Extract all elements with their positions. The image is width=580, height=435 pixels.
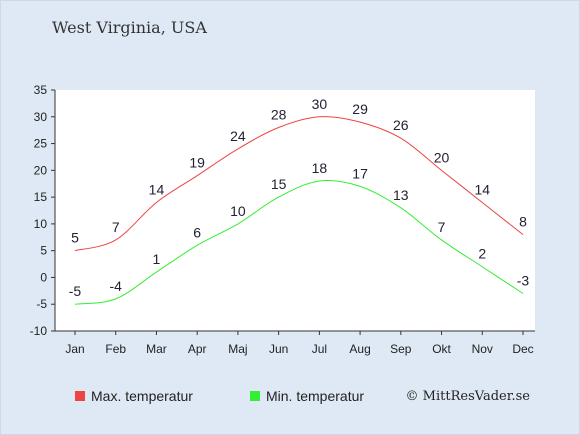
y-tick-label: 25 (34, 137, 48, 151)
y-tick-label: -5 (36, 297, 47, 311)
x-tick-label: Jun (269, 342, 288, 356)
min-data-label: 17 (352, 165, 368, 181)
min-data-label: 6 (193, 224, 201, 240)
min-data-label: 2 (478, 246, 486, 262)
max-data-label: 14 (474, 181, 490, 197)
min-data-label: 13 (393, 187, 409, 203)
min-data-label: 1 (153, 251, 161, 267)
legend-swatch-min (250, 391, 260, 401)
max-data-label: 29 (352, 101, 368, 117)
y-tick-label: 10 (34, 217, 48, 231)
y-tick-label: 30 (34, 110, 48, 124)
max-data-label: 30 (312, 96, 328, 112)
min-data-label: 10 (230, 203, 246, 219)
x-tick-label: Mar (146, 342, 167, 356)
min-data-label: 7 (438, 219, 446, 235)
max-data-label: 28 (271, 106, 287, 122)
credit-text: © MittResVader.se (405, 389, 530, 404)
plot-area (55, 90, 535, 331)
y-tick-label: 5 (40, 244, 47, 258)
legend-item-max: Max. temperatur (75, 388, 193, 404)
min-data-label: -5 (69, 283, 82, 299)
y-tick-label: 0 (40, 270, 47, 284)
min-data-label: 18 (312, 160, 328, 176)
max-data-label: 20 (434, 149, 450, 165)
x-tick-label: Maj (228, 342, 247, 356)
min-data-label: -3 (517, 273, 530, 289)
min-data-label: 15 (271, 176, 287, 192)
max-data-label: 26 (393, 117, 409, 133)
x-tick-label: Nov (472, 342, 493, 356)
x-tick-label: Jul (312, 342, 327, 356)
max-data-label: 24 (230, 128, 246, 144)
x-tick-label: Sep (390, 342, 412, 356)
legend-item-min: Min. temperatur (250, 388, 364, 404)
max-data-label: 5 (71, 230, 79, 246)
x-tick-label: Okt (432, 342, 451, 356)
x-tick-label: Jan (65, 342, 84, 356)
max-data-label: 14 (149, 181, 165, 197)
legend-label-max: Max. temperatur (91, 388, 193, 404)
max-data-label: 7 (112, 219, 120, 235)
x-tick-label: Apr (188, 342, 207, 356)
y-tick-label: 20 (34, 163, 48, 177)
legend-label-min: Min. temperatur (266, 388, 365, 404)
x-tick-label: Aug (349, 342, 370, 356)
max-data-label: 8 (519, 214, 527, 230)
legend-swatch-max (75, 391, 85, 401)
y-tick-label: 15 (34, 190, 48, 204)
y-tick-label: 35 (34, 83, 48, 97)
min-temp-line (74, 180, 524, 305)
x-tick-label: Feb (105, 342, 126, 356)
max-data-label: 19 (189, 155, 205, 171)
min-data-label: -4 (110, 278, 123, 294)
x-tick-label: Dec (512, 342, 533, 356)
y-tick-label: -10 (30, 324, 48, 338)
chart-title: West Virginia, USA (52, 18, 207, 37)
max-temp-line (74, 116, 524, 252)
